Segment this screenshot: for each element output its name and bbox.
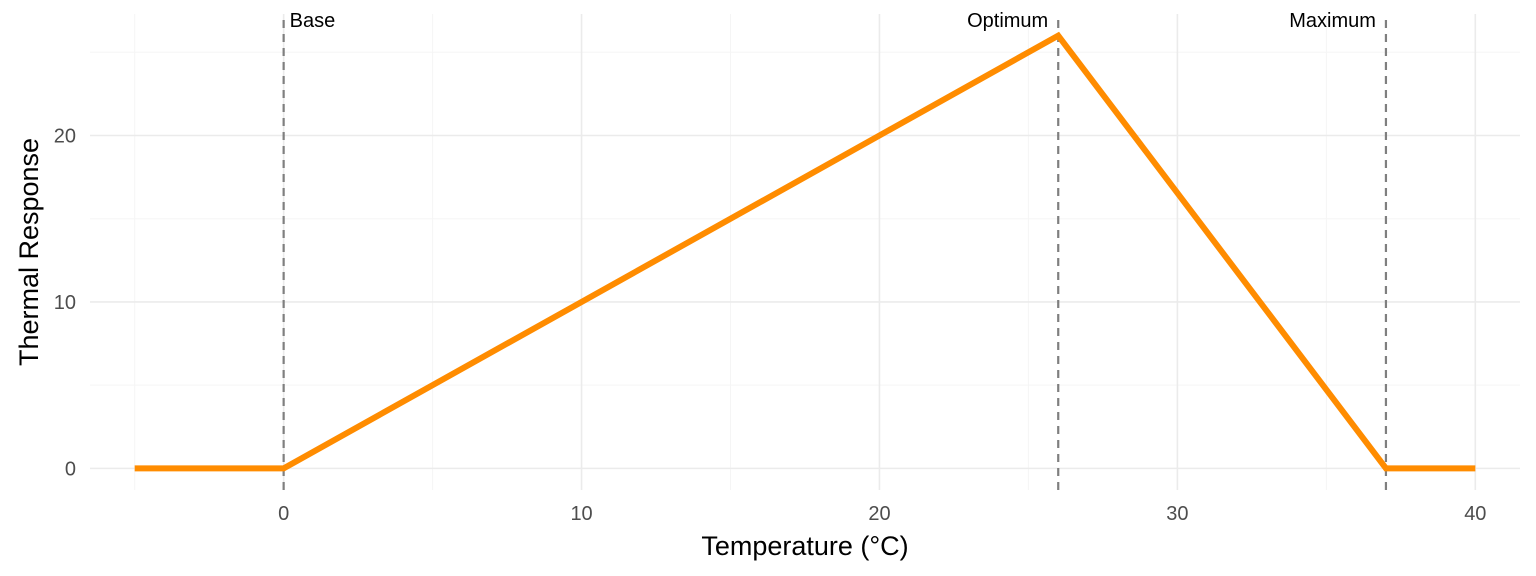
x-axis-title: Temperature (°C) [701,531,908,561]
reference-lines: Base Optimum Maximum [282,10,1388,490]
x-tick-label: 40 [1464,503,1486,525]
x-axis-tick-labels: 0 10 20 30 40 [278,503,1486,525]
y-axis-tick-labels: 0 10 20 [54,125,76,480]
y-tick-label: 10 [54,292,76,314]
x-tick-label: 0 [278,503,289,525]
y-tick-label: 20 [54,125,76,147]
x-tick-label: 30 [1166,503,1188,525]
x-tick-label: 10 [570,503,592,525]
major-gridlines [90,14,1520,490]
y-axis-title: Thermal Response [14,138,44,366]
x-tick-label: 20 [868,503,890,525]
y-tick-label: 0 [65,458,76,480]
series-layer [134,31,1476,472]
reference-line-label: Optimum [967,10,1048,32]
reference-line-label: Base [290,10,336,32]
thermal-response-line [134,31,1476,472]
minor-gridlines [90,14,1520,490]
reference-line-label: Maximum [1289,10,1376,32]
